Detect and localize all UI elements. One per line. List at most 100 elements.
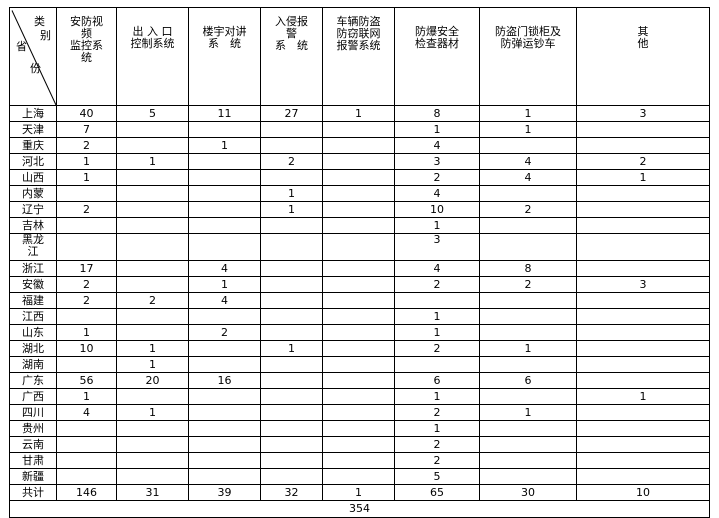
value-cell: 1 (116, 340, 189, 357)
value-cell (322, 388, 395, 405)
value-cell (576, 356, 710, 373)
value-cell (188, 404, 261, 421)
value-cell (322, 452, 395, 469)
corner-label-province-2: 份 (30, 62, 41, 75)
value-cell (56, 436, 117, 453)
value-cell (188, 468, 261, 485)
value-cell (260, 137, 323, 154)
value-cell (260, 260, 323, 277)
value-cell (322, 308, 395, 325)
value-cell: 2 (56, 276, 117, 293)
value-cell: 4 (479, 153, 577, 170)
table-row: 山西 1 2 4 1 (9, 169, 710, 186)
value-cell: 1 (56, 324, 117, 341)
value-cell (576, 217, 710, 234)
column-header: 其 他 (576, 7, 710, 106)
province-cell: 山西 (9, 169, 57, 186)
value-cell: 6 (394, 372, 480, 389)
table-row: 云南 2 (9, 436, 710, 453)
value-cell (576, 372, 710, 389)
value-cell (322, 201, 395, 218)
table-row: 河北 1 1 2 3 4 2 (9, 153, 710, 170)
corner-label-category-1: 类 (34, 15, 45, 28)
value-cell: 2 (394, 169, 480, 186)
value-cell: 2 (394, 436, 480, 453)
value-cell: 1 (479, 340, 577, 357)
value-cell (479, 436, 577, 453)
value-cell (260, 388, 323, 405)
table-row: 江西 1 (9, 308, 710, 325)
value-cell (188, 420, 261, 437)
value-cell (322, 404, 395, 421)
value-cell (56, 468, 117, 485)
value-cell (260, 233, 323, 261)
value-cell (116, 468, 189, 485)
value-cell (116, 260, 189, 277)
value-cell (322, 324, 395, 341)
value-cell: 1 (260, 201, 323, 218)
value-cell: 1 (479, 404, 577, 421)
value-cell (576, 260, 710, 277)
value-cell: 2 (479, 201, 577, 218)
value-cell: 1 (394, 308, 480, 325)
table-row: 新疆 5 (9, 468, 710, 485)
province-cell: 吉林 (9, 217, 57, 234)
value-cell: 2 (260, 153, 323, 170)
value-cell: 39 (188, 484, 261, 501)
corner-label-category-2: 别 (40, 29, 51, 42)
table-row: 四川 4 1 2 1 (9, 404, 710, 421)
value-cell (322, 340, 395, 357)
value-cell (322, 137, 395, 154)
value-cell: 1 (56, 153, 117, 170)
value-cell (576, 137, 710, 154)
value-cell: 5 (116, 105, 189, 122)
table-row: 黑龙江 3 (9, 233, 710, 261)
grand-total-cell: 354 (9, 500, 710, 518)
table-row: 安徽 2 1 2 2 3 (9, 276, 710, 293)
total-row: 共计 146 31 39 32 1 65 30 10 (9, 484, 710, 501)
value-cell: 2 (576, 153, 710, 170)
value-cell: 10 (394, 201, 480, 218)
province-cell: 黑龙江 (9, 233, 57, 261)
province-cell: 安徽 (9, 276, 57, 293)
province-cell: 天津 (9, 121, 57, 138)
table-row: 浙江 17 4 4 8 (9, 260, 710, 277)
value-cell: 1 (116, 404, 189, 421)
value-cell (116, 137, 189, 154)
table-row: 上海 40 5 11 27 1 8 1 3 (9, 105, 710, 122)
table-row: 甘肃 2 (9, 452, 710, 469)
corner-label-province-1: 省 (16, 40, 27, 53)
value-cell: 10 (576, 484, 710, 501)
province-cell: 重庆 (9, 137, 57, 154)
province-cell: 山东 (9, 324, 57, 341)
value-cell (260, 372, 323, 389)
value-cell: 16 (188, 372, 261, 389)
value-cell: 2 (56, 137, 117, 154)
value-cell (394, 292, 480, 309)
value-cell: 1 (260, 185, 323, 202)
value-cell (479, 308, 577, 325)
value-cell: 1 (479, 121, 577, 138)
value-cell: 1 (188, 276, 261, 293)
value-cell (260, 276, 323, 293)
value-cell (56, 420, 117, 437)
province-cell: 贵州 (9, 420, 57, 437)
value-cell (322, 260, 395, 277)
province-cell: 河北 (9, 153, 57, 170)
value-cell (576, 292, 710, 309)
value-cell (576, 420, 710, 437)
value-cell (188, 340, 261, 357)
value-cell (576, 452, 710, 469)
value-cell: 56 (56, 372, 117, 389)
province-cell: 广西 (9, 388, 57, 405)
province-cell: 共计 (9, 484, 57, 501)
value-cell (479, 388, 577, 405)
value-cell (322, 121, 395, 138)
value-cell: 27 (260, 105, 323, 122)
value-cell (188, 169, 261, 186)
value-cell: 146 (56, 484, 117, 501)
value-cell: 2 (56, 292, 117, 309)
value-cell (116, 201, 189, 218)
value-cell (576, 436, 710, 453)
value-cell: 6 (479, 372, 577, 389)
